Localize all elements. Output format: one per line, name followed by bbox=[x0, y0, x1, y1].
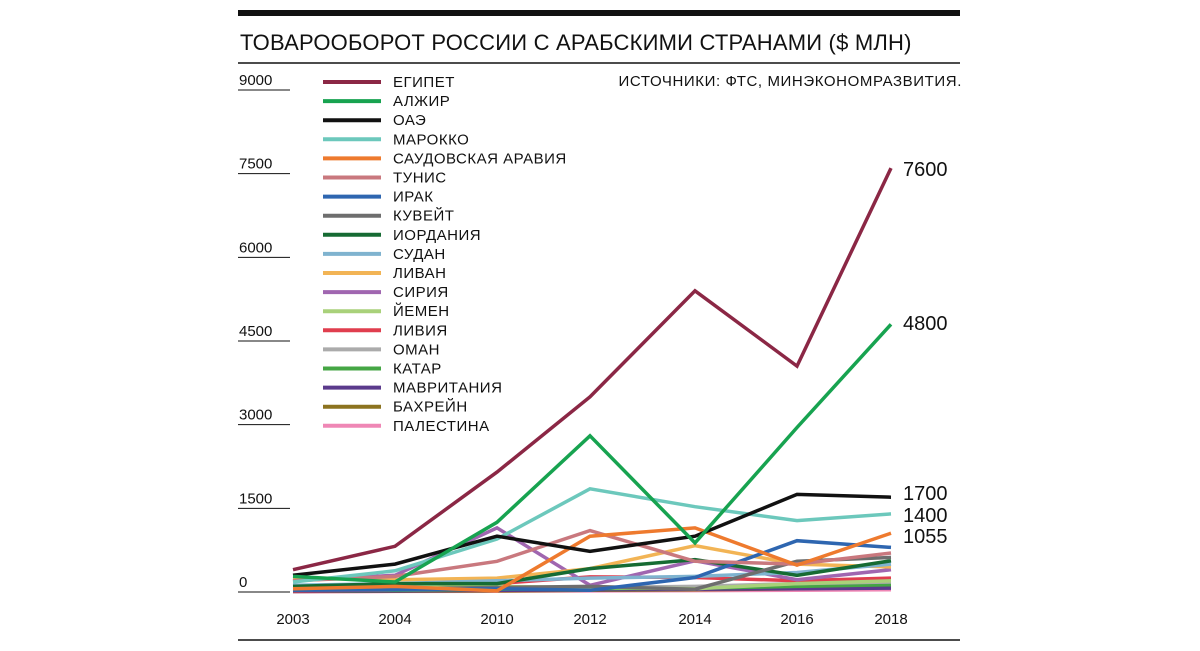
legend-label: ПАЛЕСТИНА bbox=[393, 418, 490, 435]
top-rule bbox=[238, 10, 960, 16]
y-axis: 0 1500 3000 4500 6000 7500 9000 bbox=[238, 72, 290, 593]
y-tick-label: 1500 bbox=[239, 490, 272, 507]
end-label: 4800 bbox=[903, 313, 948, 335]
x-tick-label: 2012 bbox=[573, 611, 606, 628]
y-tick-label: 7500 bbox=[239, 156, 272, 173]
series-line bbox=[292, 323, 893, 584]
x-axis: 2003 2004 2010 2012 2014 2016 2018 bbox=[276, 611, 907, 628]
legend-label: МАРОККО bbox=[393, 131, 469, 148]
legend-label: САУДОВСКАЯ АРАВИЯ bbox=[393, 150, 567, 167]
y-tick-label: 9000 bbox=[239, 72, 272, 89]
end-label: 1055 bbox=[903, 526, 948, 548]
legend-label: ЛИВАН bbox=[393, 265, 446, 282]
series-layer bbox=[292, 167, 893, 594]
end-label: 7600 bbox=[903, 159, 948, 181]
legend-label: АЛЖИР bbox=[393, 93, 450, 110]
legend-label: МАВРИТАНИЯ bbox=[393, 380, 502, 397]
series-line bbox=[292, 526, 892, 593]
x-tick-label: 2018 bbox=[874, 611, 907, 628]
legend-label: КАТАР bbox=[393, 361, 442, 378]
legend-label: СУДАН bbox=[393, 246, 446, 263]
legend-label: КУВЕЙТ bbox=[393, 207, 454, 225]
series-line bbox=[292, 167, 893, 572]
legend-label: СИРИЯ bbox=[393, 284, 449, 301]
legend-label: ИРАК bbox=[393, 189, 434, 206]
legend-label: ОАЭ bbox=[393, 112, 426, 129]
y-tick-label: 0 bbox=[239, 574, 247, 591]
legend-label: ЙЕМЕН bbox=[393, 302, 450, 320]
y-tick-label: 4500 bbox=[239, 323, 272, 340]
series-line bbox=[292, 538, 892, 593]
end-label: 1700 bbox=[903, 483, 948, 505]
x-tick-label: 2003 bbox=[276, 611, 309, 628]
series-line bbox=[292, 492, 892, 578]
legend-label: ИОРДАНИЯ bbox=[393, 227, 481, 244]
y-tick-label: 3000 bbox=[239, 407, 272, 424]
legend: ЕГИПЕТ АЛЖИР ОАЭ МАРОККО САУДОВСКАЯ АРАВИЯ ТУ… bbox=[323, 74, 567, 435]
x-tick-label: 2004 bbox=[378, 611, 411, 628]
x-tick-label: 2010 bbox=[480, 611, 513, 628]
x-tick-label: 2014 bbox=[678, 611, 711, 628]
legend-label: ЕГИПЕТ bbox=[393, 74, 455, 91]
source-note: ИСТОЧНИКИ: ФТС, МИНЭКОНОМРАЗВИТИЯ. bbox=[619, 73, 962, 90]
chart-title: ТОВАРООБОРОТ РОССИИ С АРАБСКИМИ СТРАНАМИ… bbox=[240, 30, 912, 55]
y-tick-label: 6000 bbox=[239, 239, 272, 256]
legend-label: ТУНИС bbox=[393, 170, 447, 187]
x-tick-label: 2016 bbox=[780, 611, 813, 628]
series-line bbox=[292, 486, 892, 584]
end-label: 1400 bbox=[903, 505, 948, 527]
legend-label: БАХРЕЙН bbox=[393, 398, 468, 416]
legend-label: ОМАН bbox=[393, 341, 440, 358]
legend-label: ЛИВИЯ bbox=[393, 322, 448, 339]
